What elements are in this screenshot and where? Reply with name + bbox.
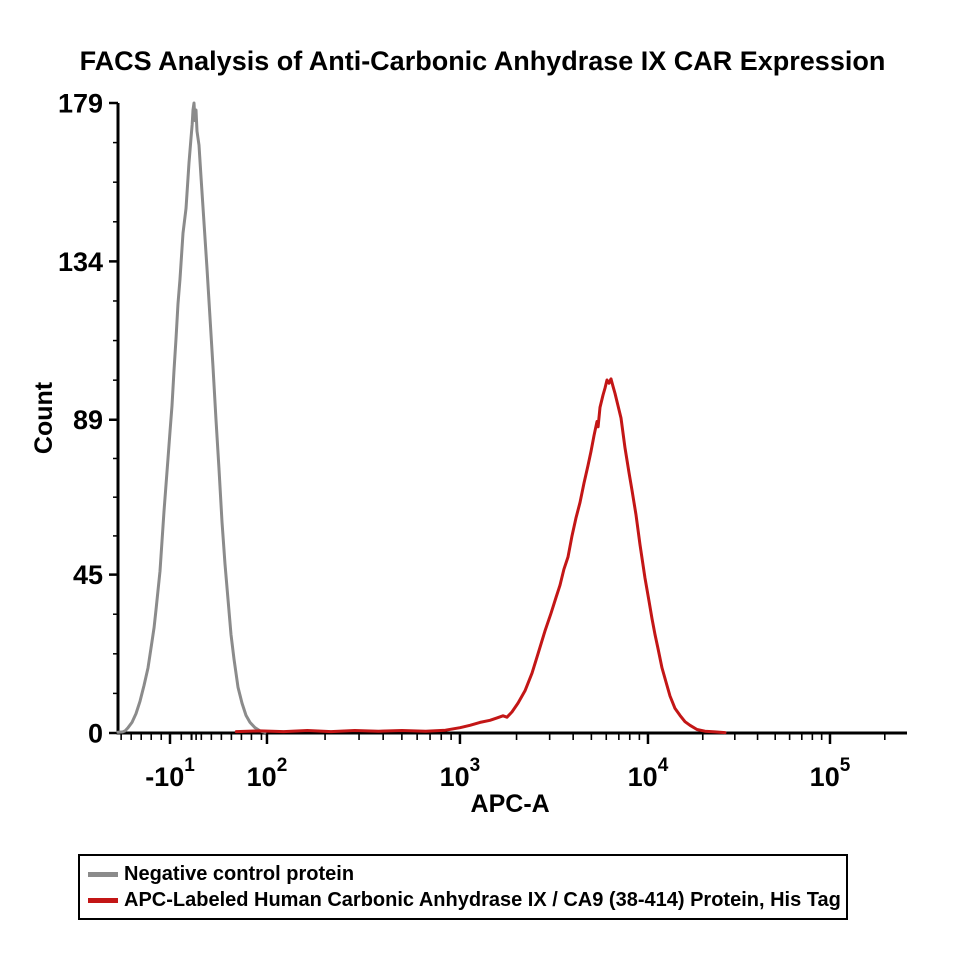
histogram-plot: 0 45 89 134 179 -101 102 103 104 105 APC-A Count bbox=[30, 88, 907, 818]
legend-swatch-gray-line bbox=[88, 871, 118, 877]
x-tick-label: 103 bbox=[440, 755, 481, 792]
series-negative-control-curve bbox=[116, 101, 267, 734]
y-tick-label: 134 bbox=[58, 247, 103, 277]
legend-item-apc-ca9: APC-Labeled Human Carbonic Anhydrase IX … bbox=[88, 887, 846, 913]
legend-swatch-red-line bbox=[88, 897, 118, 903]
legend: Negative control protein APC-Labeled Hum… bbox=[78, 854, 848, 920]
x-tick-label: 104 bbox=[628, 755, 669, 792]
legend-item-negative-control: Negative control protein bbox=[88, 861, 846, 887]
legend-label-negative-control: Negative control protein bbox=[124, 863, 355, 885]
chart-title: FACS Analysis of Anti-Carbonic Anhydrase… bbox=[79, 46, 886, 76]
y-tick-label: 45 bbox=[73, 560, 103, 590]
y-tick-label: 89 bbox=[73, 405, 103, 435]
x-axis-title: APC-A bbox=[471, 790, 550, 818]
y-tick-label: 179 bbox=[58, 88, 103, 118]
legend-label-apc-ca9: APC-Labeled Human Carbonic Anhydrase IX … bbox=[124, 889, 841, 911]
series-apc-ca9-curve bbox=[234, 377, 727, 735]
y-axis-title: Count bbox=[30, 381, 58, 454]
y-tick-label: 0 bbox=[88, 718, 103, 748]
x-tick-label: 105 bbox=[810, 755, 851, 792]
x-tick-label: 102 bbox=[247, 755, 288, 792]
x-tick-label: -101 bbox=[145, 755, 195, 792]
